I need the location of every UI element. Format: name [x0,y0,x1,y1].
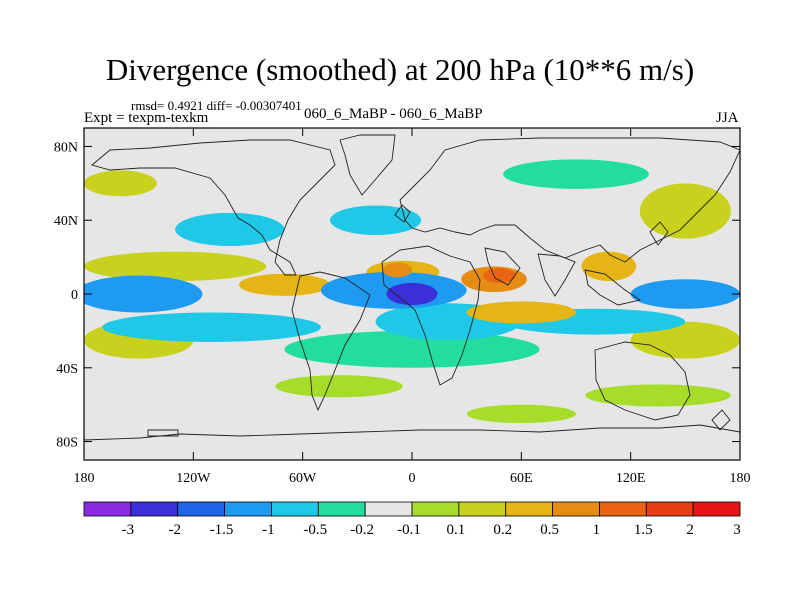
colorbar-label: -0.5 [303,522,327,538]
new-zealand-outline [711,409,731,431]
season-label: JJA [716,110,739,126]
arabia-outline [484,247,521,286]
britain-outline [394,204,411,223]
field-contour-4 [503,159,649,189]
colorbar-label: 0.5 [540,522,559,538]
colorbar-swatch [692,501,741,517]
north-america-outline [91,139,336,276]
eurasia-outline [399,137,740,263]
india-outline [537,253,576,297]
experiment-name: 060_6_MaBP - 060_6_MaBP [304,106,483,122]
australia-outline [594,341,691,421]
lat-tick-label: 0 [71,288,78,303]
colorbar-label: 3 [733,522,741,538]
colorbar-label: 0.2 [493,522,512,538]
lon-tick-label: 60E [510,471,533,486]
colorbar-label: 1.5 [634,522,653,538]
colorbar-swatch [364,501,413,517]
colorbar-label: -1.5 [210,522,234,538]
japan-outline [649,221,669,246]
divergence-field [84,159,740,424]
colorbar-label: -0.1 [397,522,421,538]
field-contour-21 [630,279,740,309]
colorbar-swatch [83,501,132,517]
colorbar-label: 0.1 [446,522,465,538]
lon-tick-label: 60W [289,471,317,486]
field-contour-20 [84,275,203,313]
latitude-axis: 80N 40N 0 40S 80S [54,140,740,451]
field-contour-18 [466,301,576,324]
africa-outline [381,245,481,386]
field-contour-5 [84,251,267,282]
colorbar: -3 -2 -1.5 -1 -0.5 -0.2 -0.1 0.1 0.2 0.5 1 1.5 2 3 [83,501,741,538]
field-contour-13 [330,205,422,235]
plot-title: Divergence (smoothed) at 200 hPa (10**6 … [105,52,695,87]
lat-tick-label: 40S [56,362,78,377]
field-contour-24 [483,268,516,283]
ross-shelf-outline [147,429,179,437]
colorbar-label: 2 [686,522,694,538]
colorbar-label: -1 [262,522,275,538]
lon-tick-label: 120E [616,471,646,486]
colorbar-swatch [317,501,366,517]
colorbar-label: -2 [168,522,181,538]
colorbar-label: 1 [593,522,601,538]
colorbar-label: -3 [122,522,135,538]
lon-tick-label: 0 [409,471,416,486]
colorbar-swatch [458,501,507,517]
greenland-outline [339,134,396,196]
lon-tick-label: 120W [176,471,211,486]
colorbar-swatch [599,501,647,517]
lon-tick-label: 180 [730,471,751,486]
field-contour-14 [175,212,285,247]
colorbar-swatch [645,501,694,517]
colorbar-swatch [271,501,319,517]
colorbar-swatch [505,501,553,517]
field-contour-2 [585,384,731,407]
field-contour-23 [382,262,412,278]
experiment-label: Expt = texpm-texkm [84,110,209,126]
lat-tick-label: 80S [56,436,78,451]
colorbar-swatch [130,501,179,517]
stats-label: rmsd= 0.4921 diff= -0.00307401 [131,98,302,113]
indonesia-outline [584,269,642,306]
antarctica-outline [84,424,740,441]
lat-tick-label: 40N [54,214,78,229]
field-contour-0 [275,375,403,398]
colorbar-swatch [224,501,272,517]
lat-tick-label: 80N [54,140,78,155]
colorbar-swatch [552,501,600,517]
field-contour-10 [102,312,321,342]
south-america-outline [291,271,371,412]
field-contour-1 [466,404,576,424]
field-contour-25 [386,282,438,306]
field-contour-9 [84,170,157,197]
colorbar-swatch [411,501,460,517]
field-contour-17 [238,273,330,296]
lon-tick-label: 180 [74,471,95,486]
longitude-axis: 180 120W 60W 0 60E 120E 180 [74,128,751,486]
colorbar-swatch [177,501,225,517]
colorbar-label: -0.2 [350,522,374,538]
field-contour-16 [581,251,637,282]
coastlines [84,134,740,441]
